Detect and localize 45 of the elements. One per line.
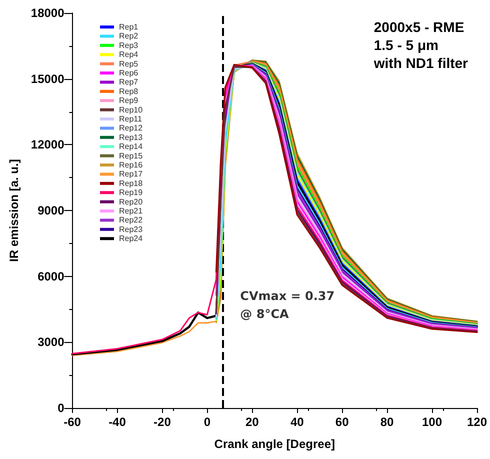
legend-label: Rep1 [119,22,139,32]
legend-label: Rep2 [119,32,139,41]
y-tick-label: 3000 [38,335,65,350]
legend-label: Rep5 [119,59,139,68]
x-tick-label: -20 [154,415,172,429]
legend-label: Rep10 [119,105,144,114]
legend-label: Rep16 [119,160,144,170]
legend-label: Rep22 [119,216,144,225]
x-tick-label: 20 [245,415,260,429]
y-tick-label: 9000 [38,204,65,218]
x-axis-title: Crank angle [Degree] [214,437,335,451]
annotation: CVmax = 0.37 @ 8°CA [240,288,335,321]
y-tick-label: 12000 [30,138,65,152]
legend-label: Rep4 [119,50,139,60]
x-tick-label: 120 [466,415,488,429]
legend-label: Rep18 [119,178,144,188]
legend-label: Rep24 [119,234,144,244]
legend-label: Rep19 [119,188,144,198]
legend-label: Rep21 [119,206,144,216]
annotation: 2000x5 - RME 1.5 - 5 μm with ND1 filter [372,19,469,71]
legend-label: Rep15 [119,151,144,160]
legend-label: Rep7 [119,78,139,87]
legend-label: Rep13 [119,132,144,142]
x-tick-label: 100 [422,415,442,429]
legend-label: Rep14 [119,142,144,152]
y-tick-label: 0 [58,401,65,415]
legend-label: Rep12 [119,124,144,133]
x-tick-label: -60 [64,415,82,429]
legend-label: Rep8 [119,86,139,96]
legend-label: Rep11 [119,114,143,124]
legend-label: Rep6 [119,68,139,78]
y-tick-label: 6000 [38,269,65,284]
x-tick-label: -40 [108,415,126,429]
legend-label: Rep23 [119,224,144,234]
legend-label: Rep17 [119,170,144,179]
y-tick-label: 18000 [30,6,65,20]
x-tick-label: 0 [204,415,211,429]
y-axis-title: IR emission [a. u.] [7,159,21,262]
y-tick-label: 15000 [30,72,65,86]
legend-label: Rep9 [119,96,139,106]
legend-label: Rep3 [119,40,139,50]
x-tick-label: 80 [380,415,394,429]
x-tick-label: 40 [290,415,304,429]
x-tick-label: 60 [335,415,350,429]
legend-label: Rep20 [119,197,144,206]
